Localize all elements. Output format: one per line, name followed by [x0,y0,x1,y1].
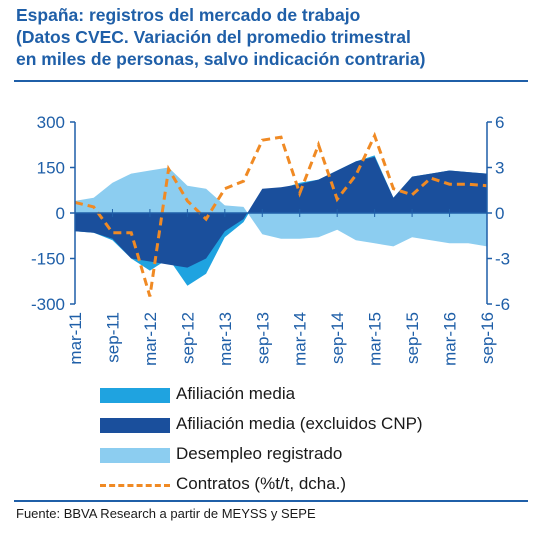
source-note: Fuente: BBVA Research a partir de MEYSS … [16,506,316,521]
y-left-tick-label: -300 [31,295,65,314]
x-tick-label: mar-15 [366,312,385,366]
x-tick-label: mar-14 [291,312,310,366]
y-left-tick-label: 300 [37,113,65,132]
series-contratos-line [74,131,488,297]
chart-canvas: 300 150 0 -150 -300 6 3 0 -3 -6 mar-11 sep-11 mar-12… [31,113,510,366]
x-tick-label: mar-12 [141,312,160,366]
chart-title: España: registros del mercado de trabajo… [16,4,536,70]
x-tick-label: sep-16 [478,312,497,364]
legend-label-desempleo: Desempleo registrado [176,444,343,463]
y-right-tick-label: -6 [495,295,510,314]
legend-label-afiliacion-cnp: Afiliación media (excluidos CNP) [176,414,423,433]
y-left-tick-label: 0 [56,204,65,223]
y-left-tick-label: 150 [37,159,65,178]
legend-swatch-afiliacion [100,388,170,403]
legend-item-afiliacion: Afiliación media [100,382,520,410]
x-tick-label: sep-12 [178,312,197,364]
x-tick-label: sep-13 [253,312,272,364]
y-left-tick-label: -150 [31,250,65,269]
legend-swatch-afiliacion-cnp [100,418,170,433]
legend-item-desempleo: Desempleo registrado [100,442,520,470]
x-tick-label: sep-14 [328,312,347,364]
x-tick-label: mar-11 [66,312,85,365]
legend-swatch-desempleo [100,448,170,463]
y-right-tick-label: 6 [495,113,504,132]
x-tick-label: mar-13 [216,312,235,366]
y-right-tick-label: 0 [495,204,504,223]
chart-title-line-2: (Datos CVEC. Variación del promedio trim… [16,27,411,47]
y-right-tick-label: -3 [495,250,510,269]
legend-label-afiliacion: Afiliación media [176,384,296,403]
chart-legend: Afiliación media Afiliación media (exclu… [100,382,520,502]
source-divider [14,500,528,502]
legend-label-contratos: Contratos (%t/t, dcha.) [176,474,347,493]
legend-item-afiliacion-cnp: Afiliación media (excluidos CNP) [100,412,520,440]
title-divider [14,80,528,82]
x-tick-label: sep-15 [403,312,422,364]
chart-title-line-1: España: registros del mercado de trabajo [16,5,361,25]
y-right-tick-label: 3 [495,159,504,178]
x-tick-label: sep-11 [103,312,122,363]
legend-swatch-contratos [100,484,170,487]
chart-title-line-3: en miles de personas, salvo indicación c… [16,49,426,69]
x-tick-label: mar-16 [441,312,460,366]
series-desempleo-area [75,167,487,247]
legend-item-contratos: Contratos (%t/t, dcha.) [100,472,520,500]
